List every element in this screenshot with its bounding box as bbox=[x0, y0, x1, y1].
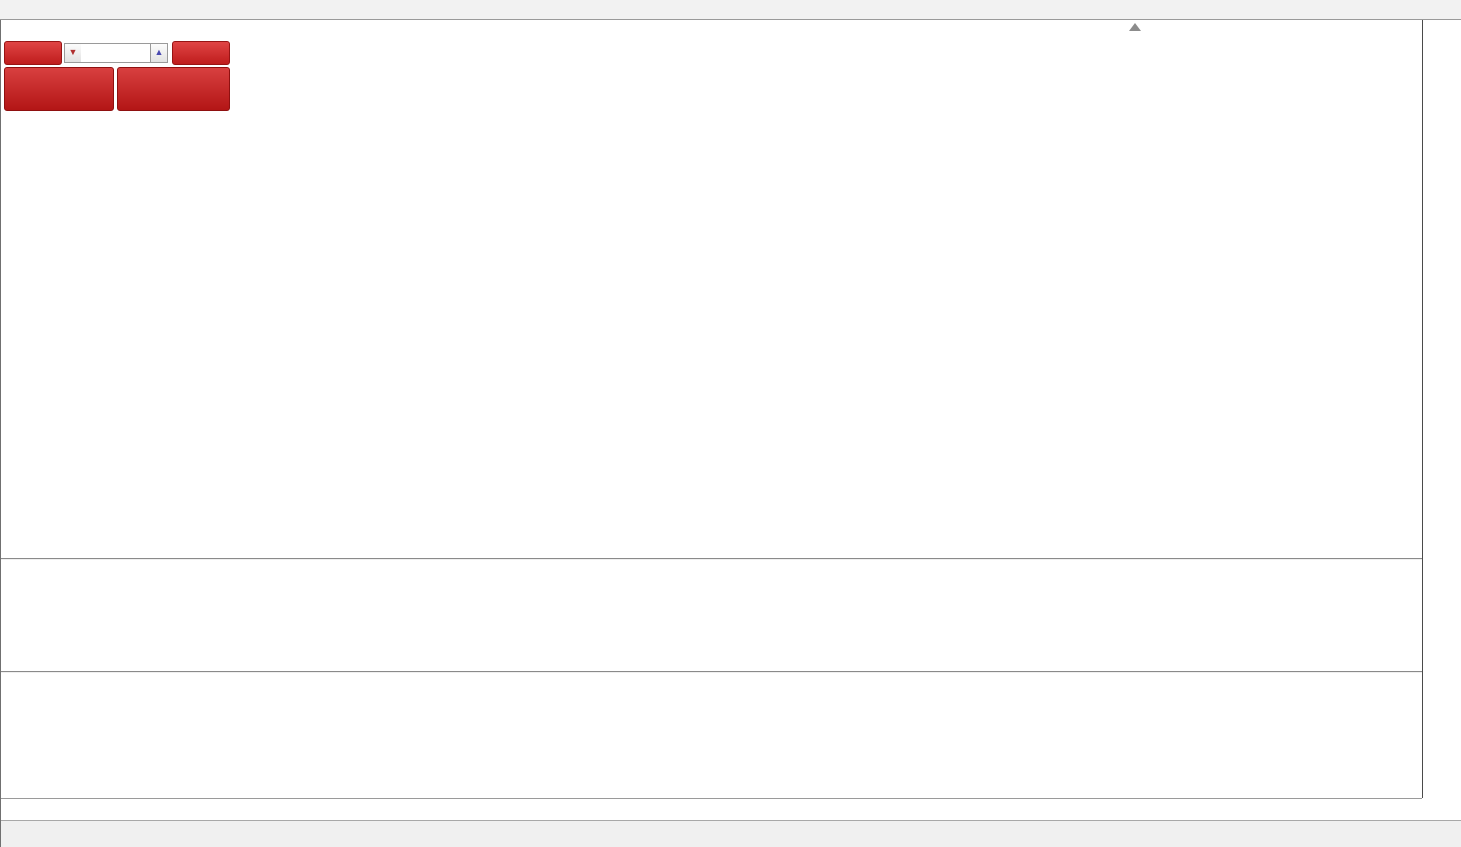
autoscroll-marker-icon[interactable] bbox=[1129, 23, 1141, 31]
rsi-panel[interactable] bbox=[1, 674, 1423, 798]
sell-button[interactable] bbox=[4, 41, 62, 65]
buy-button[interactable] bbox=[172, 41, 230, 65]
sell-price-tile[interactable] bbox=[4, 67, 114, 111]
volume-input[interactable] bbox=[81, 43, 150, 63]
pane-separator[interactable] bbox=[1, 671, 1461, 674]
chart-tabs-bar bbox=[1, 820, 1461, 847]
one-click-trading-panel: ▼ ▲ bbox=[4, 41, 230, 111]
price-axis[interactable] bbox=[1422, 20, 1461, 798]
triangle-up-icon: ▲ bbox=[154, 47, 164, 57]
timeframe-toolbar bbox=[0, 0, 1461, 20]
pane-separator[interactable] bbox=[1, 558, 1461, 561]
date-axis[interactable] bbox=[1, 798, 1422, 821]
volume-increase-button[interactable]: ▲ bbox=[150, 43, 168, 63]
triangle-down-icon: ▼ bbox=[68, 47, 78, 57]
volume-decrease-button[interactable]: ▼ bbox=[64, 43, 82, 63]
macd-panel[interactable] bbox=[1, 561, 1423, 671]
chart-title bbox=[8, 25, 19, 37]
buy-price-tile[interactable] bbox=[117, 67, 230, 111]
chart-window: ▼ ▲ bbox=[0, 20, 1461, 847]
